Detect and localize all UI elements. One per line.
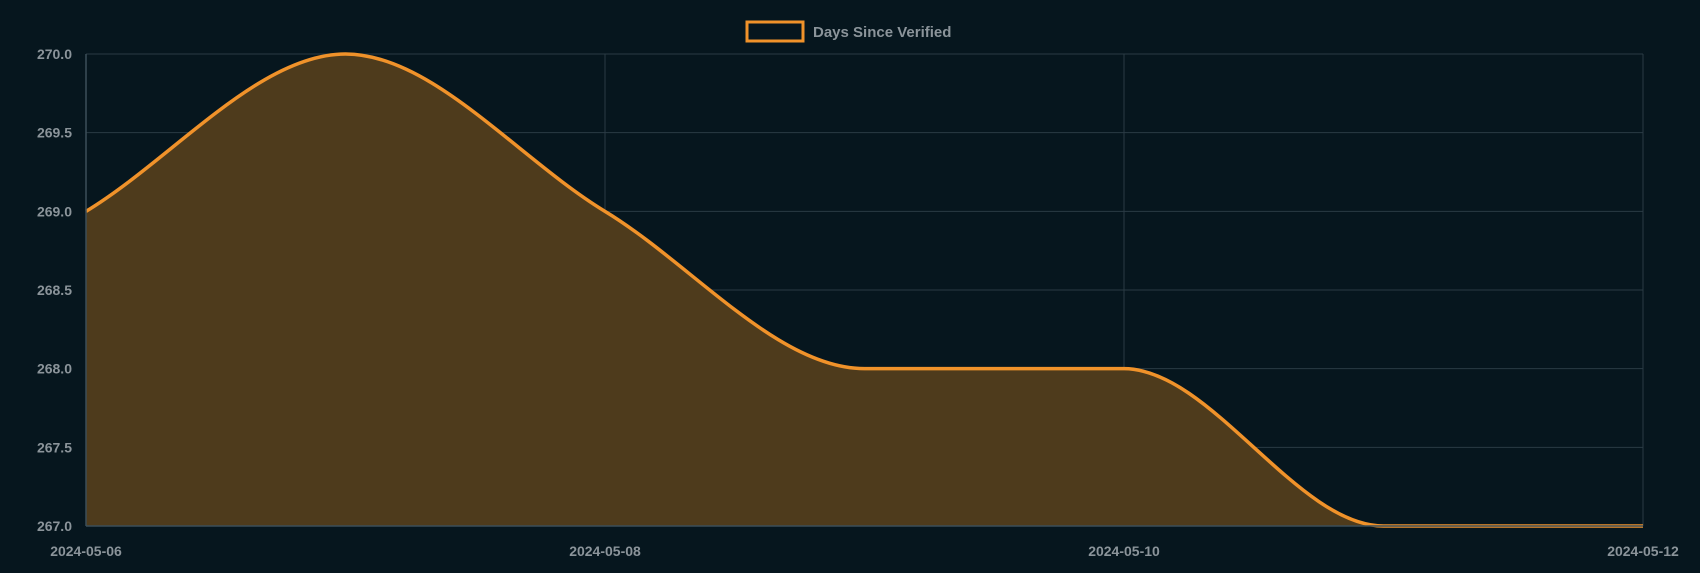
y-tick-label: 269.5 — [37, 125, 72, 141]
legend-swatch[interactable] — [745, 20, 805, 43]
area-fill-layer — [86, 54, 1643, 526]
y-tick-label: 268.5 — [37, 282, 72, 298]
x-tick-label: 2024-05-08 — [569, 543, 641, 559]
series-area-fill — [86, 54, 1643, 526]
y-tick-label: 268.0 — [37, 361, 72, 377]
x-tick-label: 2024-05-10 — [1088, 543, 1160, 559]
legend-label[interactable]: Days Since Verified — [813, 24, 951, 41]
y-tick-label: 269.0 — [37, 203, 72, 219]
x-tick-label: 2024-05-06 — [50, 543, 122, 559]
y-tick-label: 270.0 — [37, 46, 72, 62]
legend[interactable]: Days Since Verified — [745, 20, 951, 43]
y-tick-label: 267.5 — [37, 439, 72, 455]
axes: 270.0 269.5 269.0 268.5 268.0 267.5 267.0 2024-… — [37, 46, 1679, 559]
x-tick-label: 2024-05-12 — [1607, 543, 1679, 559]
y-tick-label: 267.0 — [37, 518, 72, 534]
